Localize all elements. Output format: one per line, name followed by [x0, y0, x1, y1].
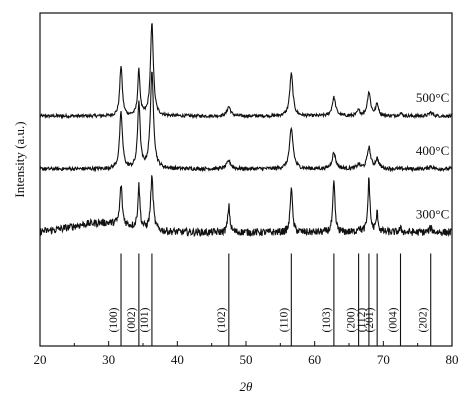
x-axis-ticks: 20 30 40 50 60 70 80	[34, 341, 459, 367]
x-tick-label: 40	[171, 352, 184, 367]
series-labels: 500°C 400°C 300°C	[416, 90, 449, 221]
x-tick-label: 70	[377, 352, 390, 367]
x-axis-title: 2θ	[240, 379, 254, 394]
reference-lines: (100) (002) (101) (102) (110) (103) (200)(112)…	[108, 253, 432, 346]
plot-frame	[39, 12, 453, 347]
hkl-label: (002)	[126, 307, 138, 332]
series-line	[39, 71, 453, 173]
series-label: 500°C	[416, 90, 449, 105]
series-label: 400°C	[416, 143, 449, 158]
hkl-label: (201)	[364, 307, 376, 332]
hkl-label: (103)	[321, 307, 333, 332]
plot-border	[39, 12, 453, 347]
series-line	[39, 23, 453, 120]
hkl-label: (100)	[108, 307, 120, 332]
x-tick-label: 20	[34, 352, 47, 367]
hkl-label: (202)	[418, 307, 430, 332]
hkl-label: (112)	[356, 308, 368, 333]
hkl-label: (004)	[388, 307, 400, 332]
x-tick-label: 80	[446, 352, 459, 367]
x-tick-label: 30	[102, 352, 115, 367]
hkl-label: (102)	[216, 307, 228, 332]
hkl-label: (200)	[346, 307, 358, 332]
x-tick-label: 60	[308, 352, 321, 367]
series-line	[39, 175, 453, 238]
hkl-label: (101)	[139, 307, 151, 332]
y-axis-title: Intensity (a.u.)	[12, 121, 27, 197]
hkl-label: (110)	[278, 308, 290, 333]
pattern-traces	[39, 23, 453, 238]
series-label: 300°C	[416, 206, 449, 221]
x-tick-label: 50	[240, 352, 253, 367]
